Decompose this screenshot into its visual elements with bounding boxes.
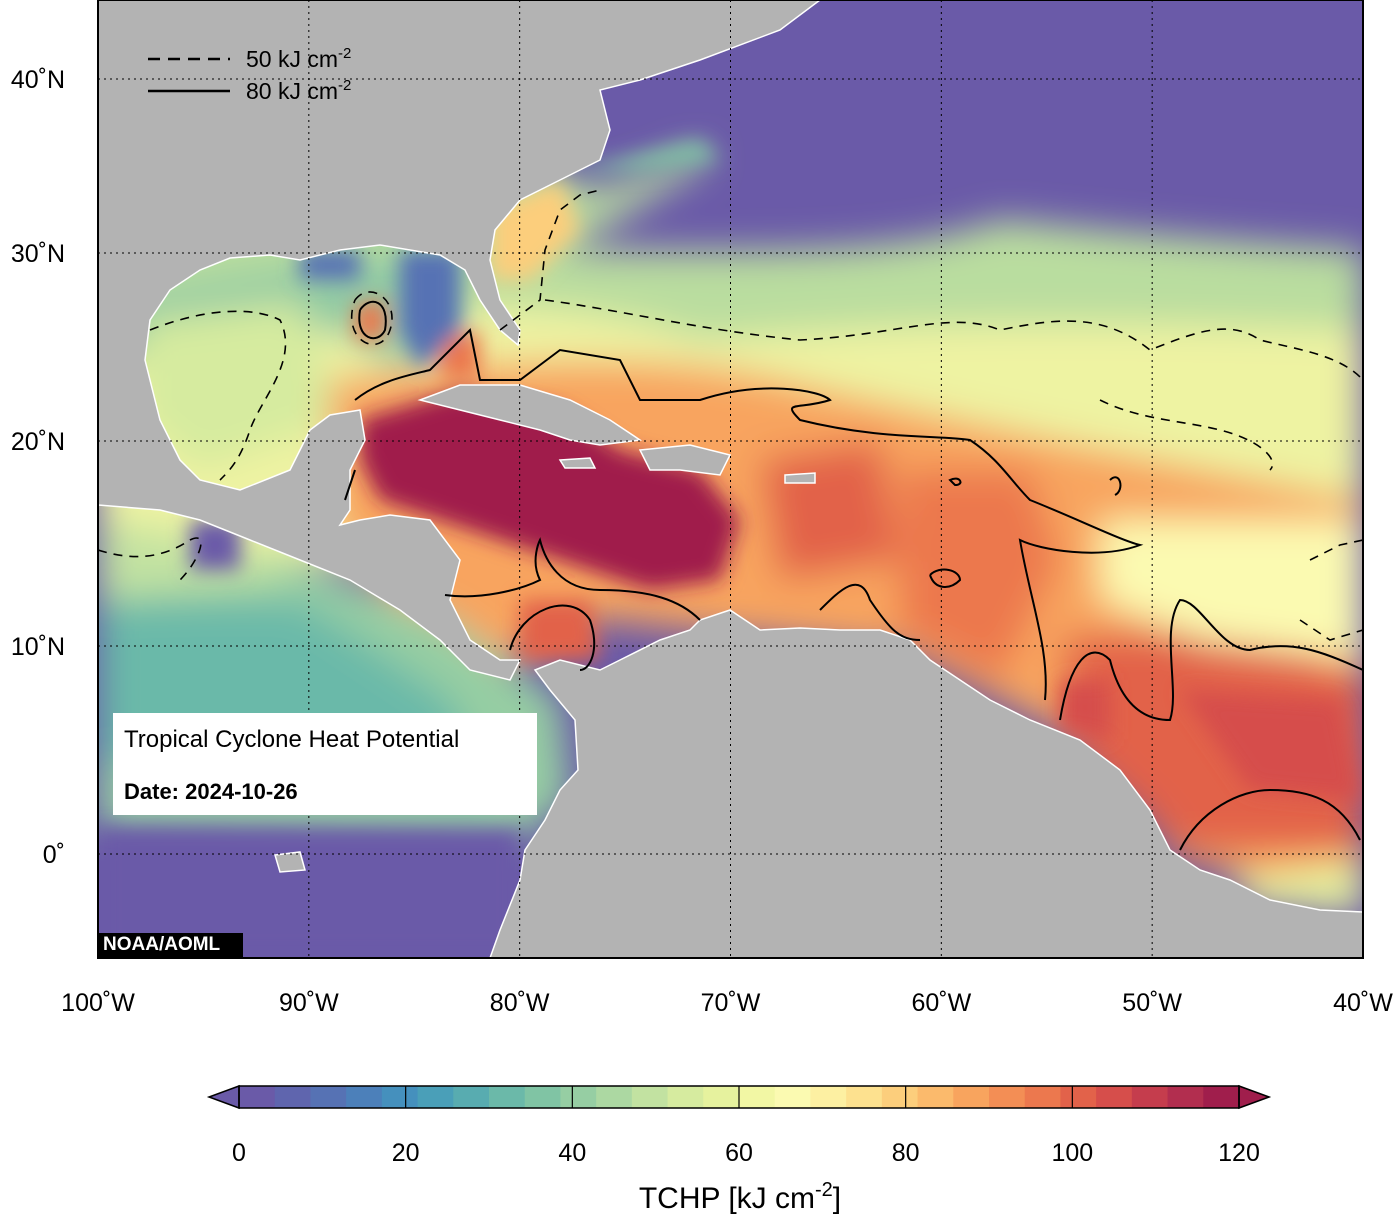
longitude-tick-label: 50˚W [1122, 989, 1182, 1017]
colorbar-tick-label: 20 [392, 1139, 420, 1167]
south-america-land [489, 609, 1363, 958]
colorbar-tick-label: 100 [1051, 1139, 1093, 1167]
colorbar-swatch [667, 1086, 704, 1108]
latitude-tick-label: 40˚N [11, 66, 65, 94]
colorbar-swatch [489, 1086, 526, 1108]
jamaica-land [558, 457, 597, 469]
colorbar-swatch [631, 1086, 669, 1108]
land [98, 0, 1363, 958]
longitude-tick-label: 40˚W [1333, 989, 1393, 1017]
colorbar-tick-label: 60 [725, 1139, 753, 1167]
colorbar-tick-label: 40 [558, 1139, 586, 1167]
colorbar-swatch [739, 1086, 776, 1108]
colorbar-swatch [274, 1086, 312, 1108]
colorbar-swatch [1131, 1086, 1169, 1108]
colorbar-swatch [1203, 1086, 1240, 1108]
colorbar-swatch [453, 1086, 490, 1108]
colorbar-tick-label: 120 [1218, 1139, 1260, 1167]
longitude-tick-label: 90˚W [279, 989, 339, 1017]
solid-legend-label: 80 kJ cm-2 [246, 77, 351, 104]
contour-legend: 50 kJ cm-2 80 kJ cm-2 [148, 45, 351, 104]
colorbar-swatch [596, 1086, 633, 1108]
colorbar-swatch [917, 1086, 954, 1108]
colorbar-swatch [846, 1086, 883, 1108]
puerto-rico-land [784, 472, 816, 484]
latitude-tick-label: 0˚ [43, 841, 65, 869]
hispaniola-land [638, 444, 732, 476]
colorbar-title: TCHP [kJ cm-2] [639, 1179, 841, 1215]
info-box: Tropical Cyclone Heat Potential Date: 20… [113, 713, 537, 815]
longitude-tick-label: 100˚W [61, 989, 135, 1017]
credit-label: NOAA/AOML [99, 933, 243, 957]
contour-80 [344, 300, 1363, 851]
dashed-legend-label: 50 kJ cm-2 [246, 45, 351, 72]
colorbar: 0 20 40 60 80 100 120 [206, 1084, 1272, 1167]
colorbar-swatch [417, 1086, 454, 1108]
colorbar-swatch [881, 1086, 919, 1108]
latitude-tick-label: 20˚N [11, 428, 65, 456]
colorbar-swatch [381, 1086, 419, 1108]
colorbar-swatch [703, 1086, 740, 1108]
info-date: Date: 2024-10-26 [124, 779, 298, 804]
colorbar-swatch [346, 1086, 383, 1108]
cuba-land [417, 384, 643, 446]
latitude-tick-label: 30˚N [11, 240, 65, 268]
colorbar-swatch [953, 1086, 990, 1108]
galapagos-land [274, 851, 306, 873]
colorbar-swatch [560, 1086, 597, 1108]
contour-50 [98, 189, 1363, 641]
info-title: Tropical Cyclone Heat Potential [124, 726, 460, 753]
colorbar-tick-label: 80 [892, 1139, 920, 1167]
colorbar-swatch [1167, 1086, 1204, 1108]
latitude-tick-label: 10˚N [11, 633, 65, 661]
colorbar-tick-label: 0 [232, 1139, 246, 1167]
colorbar-swatch [774, 1086, 812, 1108]
map-area [98, 0, 1363, 958]
colorbar-swatch [1060, 1086, 1097, 1108]
colorbar-swatch [1024, 1086, 1062, 1108]
colorbar-swatch [239, 1086, 276, 1108]
map-frame [97, 0, 1364, 959]
colorbar-max-arrow [1238, 1084, 1272, 1110]
colorbar-swatch [989, 1086, 1026, 1108]
colorbar-min-arrow [206, 1084, 240, 1110]
longitude-tick-label: 60˚W [911, 989, 971, 1017]
longitude-tick-label: 70˚W [701, 989, 761, 1017]
colorbar-swatch [310, 1086, 347, 1108]
longitude-tick-label: 80˚W [490, 989, 550, 1017]
longitude-labels: 100˚W 90˚W 80˚W 70˚W 60˚W 50˚W 40˚W [61, 989, 1393, 1017]
colorbar-swatch [524, 1086, 562, 1108]
colorbar-swatch [810, 1086, 847, 1108]
colorbar-swatch [1096, 1086, 1133, 1108]
latitude-labels: 40˚N 30˚N 20˚N 10˚N 0˚ [11, 66, 65, 869]
tchp-field [98, 0, 1363, 958]
